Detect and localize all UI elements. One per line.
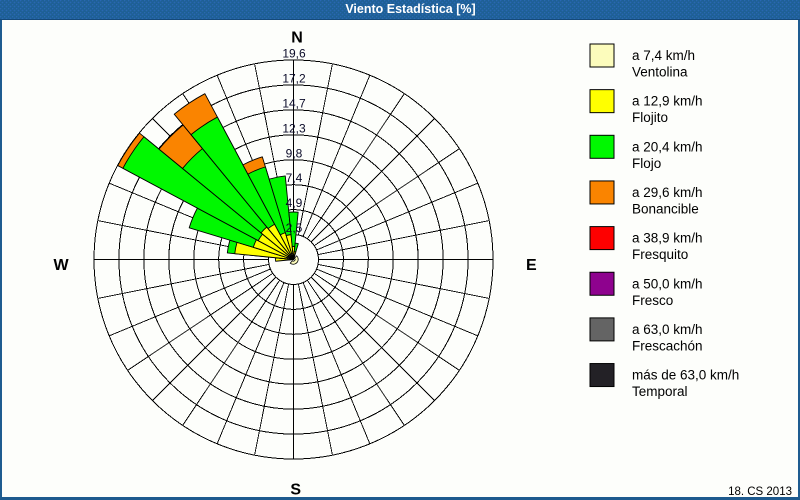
svg-text:a 63,0 km/h: a 63,0 km/h	[632, 322, 703, 337]
svg-text:más de 63,0 km/h: más de 63,0 km/h	[632, 368, 739, 383]
svg-text:Ventolina: Ventolina	[632, 65, 688, 80]
svg-text:W: W	[53, 257, 69, 274]
svg-text:Frescachón: Frescachón	[632, 338, 703, 353]
svg-text:9,8: 9,8	[286, 146, 303, 160]
svg-text:E: E	[526, 257, 537, 274]
svg-text:18. CS 2013: 18. CS 2013	[728, 486, 792, 498]
svg-text:a 50,0 km/h: a 50,0 km/h	[632, 276, 703, 291]
svg-text:a 7,4 km/h: a 7,4 km/h	[632, 48, 695, 63]
svg-text:Temporal: Temporal	[632, 384, 688, 399]
svg-text:S: S	[290, 482, 301, 499]
svg-text:7,4: 7,4	[286, 171, 303, 185]
svg-text:Flojito: Flojito	[632, 110, 668, 125]
svg-text:Fresco: Fresco	[632, 293, 673, 308]
svg-text:a 12,9 km/h: a 12,9 km/h	[632, 94, 703, 109]
svg-text:a 29,6 km/h: a 29,6 km/h	[632, 185, 703, 200]
svg-text:N: N	[291, 30, 303, 47]
svg-text:Fresquito: Fresquito	[632, 247, 688, 262]
svg-text:a 20,4 km/h: a 20,4 km/h	[632, 139, 703, 154]
svg-text:2,5: 2,5	[286, 221, 303, 235]
svg-text:14,7: 14,7	[282, 96, 306, 110]
svg-text:Bonancible: Bonancible	[632, 201, 699, 216]
svg-text:17,2: 17,2	[282, 71, 306, 85]
svg-text:19,6: 19,6	[282, 47, 306, 61]
svg-text:a 38,9 km/h: a 38,9 km/h	[632, 231, 703, 246]
svg-text:Flojo: Flojo	[632, 156, 661, 171]
svg-text:4,9: 4,9	[286, 196, 303, 210]
svg-text:12,3: 12,3	[282, 121, 306, 135]
